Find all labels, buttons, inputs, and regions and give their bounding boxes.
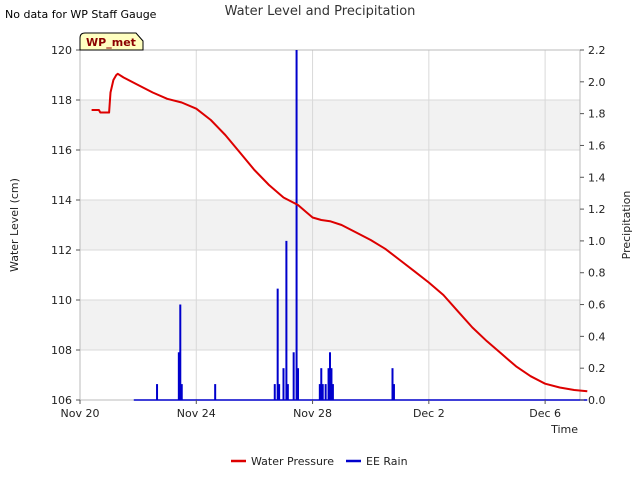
legend-label-water-pressure: Water Pressure: [251, 455, 334, 468]
tick-label-left: 114: [51, 194, 72, 207]
tick-label-x: Nov 24: [177, 407, 216, 420]
y-axis-right-title: Precipitation: [620, 191, 633, 260]
gridlines: [79, 49, 580, 401]
tick-label-right: 0.8: [588, 267, 606, 280]
tick-label-left: 112: [51, 244, 72, 257]
tick-label-left: 120: [51, 44, 72, 57]
tick-label-left: 118: [51, 94, 72, 107]
tick-label-right: 0.4: [588, 330, 606, 343]
background-band: [80, 300, 580, 350]
tick-label-right: 0.6: [588, 299, 606, 312]
tick-label-right: 1.6: [588, 139, 606, 152]
tick-label-left: 110: [51, 294, 72, 307]
site-badge-label: WP_met: [86, 36, 136, 49]
x-axis-title: Time: [550, 423, 578, 436]
tick-label-left: 106: [51, 394, 72, 407]
tick-label-x: Dec 2: [413, 407, 445, 420]
tick-label-x: Dec 6: [529, 407, 561, 420]
tick-label-right: 1.0: [588, 235, 606, 248]
no-data-note: No data for WP Staff Gauge: [5, 8, 157, 21]
legend-label-ee-rain: EE Rain: [366, 455, 408, 468]
tick-label-x: Nov 28: [293, 407, 332, 420]
legend: Water Pressure EE Rain: [231, 455, 408, 468]
tick-label-left: 116: [51, 144, 72, 157]
tick-label-left: 108: [51, 344, 72, 357]
tick-label-right: 2.2: [588, 44, 606, 57]
site-badge-shape: [79, 32, 144, 51]
axis-ticks: 106 108 110 112 114 116 118 120 0.0 0.2 0.4 0.6 0.8 1…: [51, 44, 606, 420]
background-band: [80, 200, 580, 250]
water-pressure-line: [91, 72, 588, 393]
background-band: [80, 100, 580, 150]
site-badge: WP_met: [79, 32, 144, 51]
tick-label-x: Nov 20: [61, 407, 100, 420]
tick-label-right: 0.2: [588, 362, 606, 375]
background-bands: [80, 100, 580, 350]
tick-label-right: 0.0: [588, 394, 606, 407]
tick-label-right: 2.0: [588, 76, 606, 89]
tick-label-right: 1.2: [588, 203, 606, 216]
rain-series: [133, 50, 588, 401]
water-pressure-series: [91, 72, 588, 393]
chart-title: Water Level and Precipitation: [225, 4, 416, 19]
tick-label-right: 1.8: [588, 108, 606, 121]
tick-label-right: 1.4: [588, 171, 606, 184]
y-axis-left-title: Water Level (cm): [8, 178, 21, 272]
